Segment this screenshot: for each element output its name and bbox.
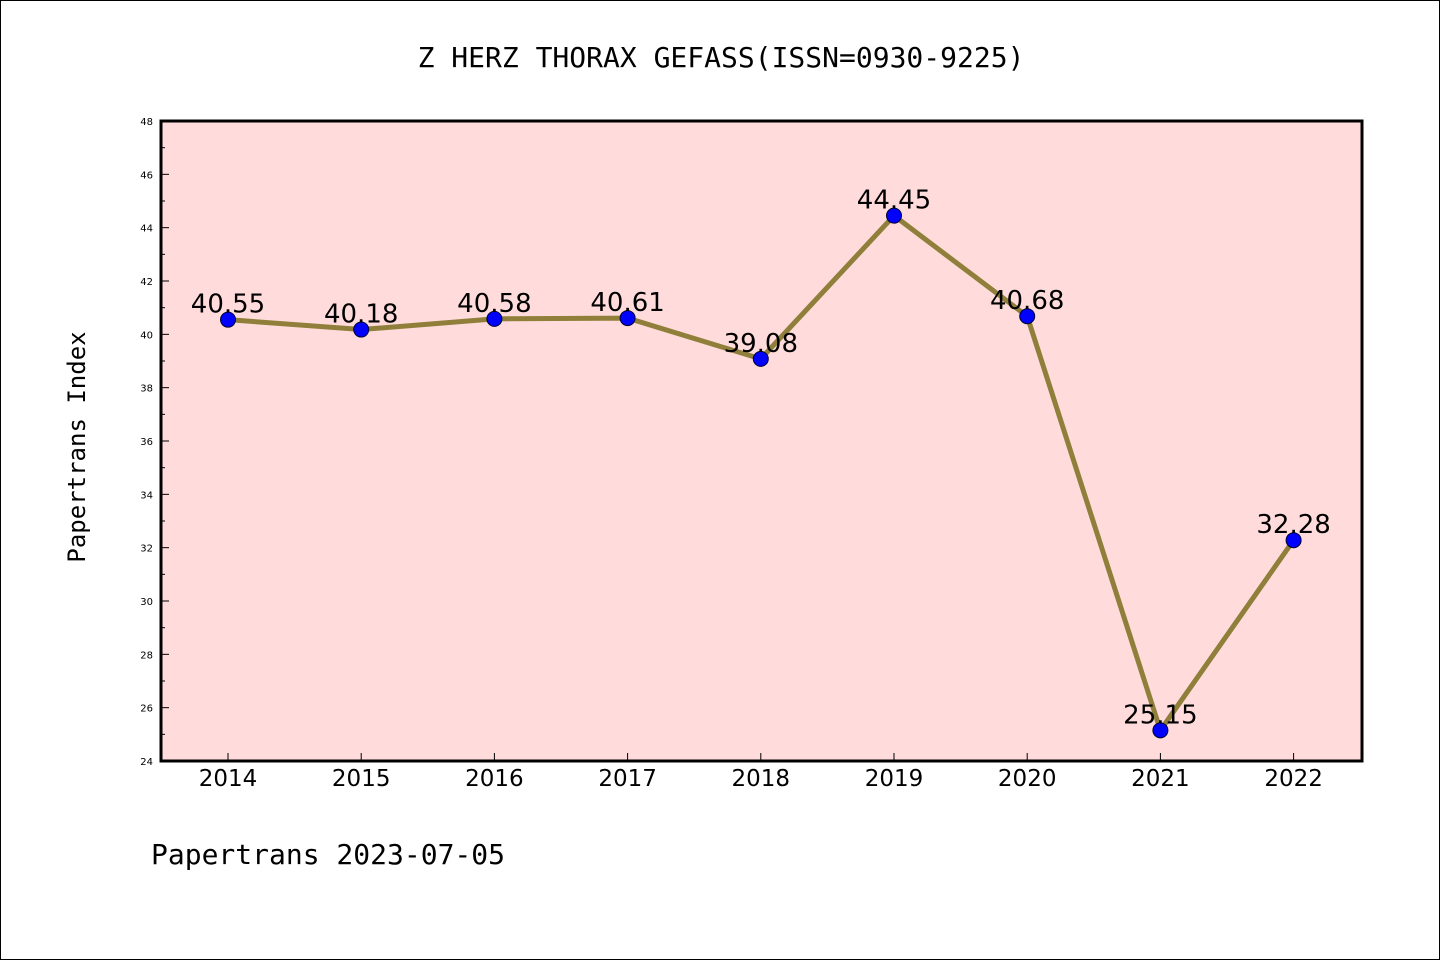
y-tick-label: 42: [140, 277, 153, 288]
x-tick-label: 2015: [332, 766, 391, 792]
data-point-2019: [886, 207, 902, 224]
data-label-2019: 44.45: [857, 186, 931, 216]
data-label-2016: 40.58: [457, 289, 531, 319]
x-tick-label: 2022: [1264, 766, 1323, 792]
data-point-2017: [619, 310, 636, 327]
footer-date-stamp: Papertrans 2023-07-05: [151, 838, 505, 871]
data-label-2017: 40.61: [590, 288, 664, 318]
data-label-2020: 40.68: [990, 286, 1064, 316]
data-label-2021: 25.15: [1123, 700, 1197, 730]
data-point-2020: [1019, 308, 1036, 325]
y-tick-label: 38: [140, 384, 153, 395]
x-tick-label: 2017: [598, 766, 657, 792]
data-label-2014: 40.55: [191, 290, 265, 320]
y-tick-label: 48: [140, 117, 153, 128]
y-tick-label: 44: [140, 224, 153, 235]
y-tick-label: 34: [140, 490, 153, 501]
data-point-2014: [220, 311, 236, 328]
data-labels: 40.55 40.18 40.58 40.61 39.08 44.45 40.68 25.15…: [191, 186, 1331, 731]
y-tick-label: 30: [140, 597, 153, 608]
data-markers: [220, 207, 1302, 739]
x-tick-label: 2019: [865, 766, 924, 792]
plot-area: [161, 121, 1362, 761]
x-tick-label: 2020: [998, 766, 1057, 792]
data-point-2015: [353, 321, 370, 338]
y-tick-label: 40: [140, 330, 153, 341]
y-axis-label: Papertrans Index: [63, 331, 91, 562]
data-label-2022: 32.28: [1256, 510, 1330, 540]
x-tick-label: 2021: [1131, 766, 1190, 792]
y-tick-label: 32: [140, 544, 153, 555]
plot-border: [159, 119, 1364, 763]
data-point-2022: [1285, 532, 1302, 549]
chart-title: Z HERZ THORAX GEFASS(ISSN=0930-9225): [418, 41, 1025, 74]
y-tick-label: 36: [140, 437, 153, 448]
data-point-2018: [752, 350, 769, 367]
x-axis-ticks: 2014 2015 2016 2017 2018 2019 2020 2021 2022: [199, 753, 1323, 792]
data-point-2021: [1152, 722, 1169, 739]
y-tick-label: 24: [140, 757, 153, 768]
y-tick-label: 46: [140, 170, 153, 181]
x-tick-label: 2014: [199, 766, 258, 792]
x-tick-label: 2018: [732, 766, 791, 792]
y-tick-label: 28: [140, 650, 153, 661]
data-label-2015: 40.18: [324, 300, 398, 330]
data-point-2016: [486, 310, 503, 327]
y-tick-label: 26: [140, 704, 153, 715]
x-tick-label: 2016: [465, 766, 524, 792]
data-label-2018: 39.08: [724, 329, 798, 359]
